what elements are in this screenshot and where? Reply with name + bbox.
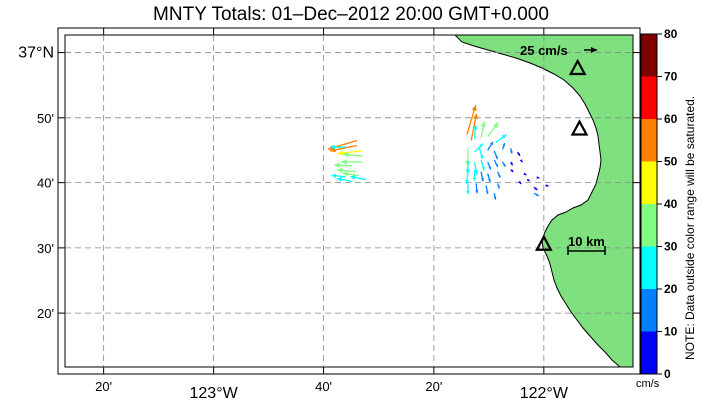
- y-tick-label: 37°N: [18, 45, 54, 62]
- colorbar-tick-label: 70: [664, 70, 678, 84]
- current-vector: [334, 162, 353, 168]
- current-vector: [466, 104, 477, 135]
- scale-bar-label: 10 km: [568, 234, 605, 249]
- current-vector: [493, 150, 499, 160]
- x-tick-label: 122°W: [520, 385, 569, 402]
- chart-title: MNTY Totals: 01–Dec–2012 20:00 GMT+0.000: [153, 4, 549, 25]
- y-tick-label: 50': [37, 111, 54, 126]
- colorbar-gradient: [640, 33, 658, 375]
- current-vector: [516, 151, 521, 157]
- x-tick-label: 40': [315, 379, 332, 394]
- current-vector: [487, 122, 499, 137]
- current-vector: [465, 171, 469, 184]
- current-vector: [501, 142, 506, 150]
- current-vector: [533, 186, 538, 191]
- current-vector: [502, 161, 507, 167]
- current-vector: [475, 183, 479, 194]
- current-vector: [341, 159, 363, 165]
- current-vector: [496, 183, 500, 189]
- current-vector: [519, 159, 523, 163]
- current-vector: [487, 141, 494, 151]
- current-vector: [523, 172, 527, 176]
- x-tick-label: 123°W: [190, 385, 239, 402]
- current-vector: [510, 148, 513, 154]
- current-vector: [478, 148, 484, 159]
- current-vector: [493, 193, 497, 200]
- current-vector: [330, 144, 346, 150]
- colorbar-tick-label: 60: [664, 112, 678, 126]
- current-vector: [493, 159, 499, 168]
- current-vectors: [327, 104, 549, 200]
- colorbar: 0 10 20 30 40 50 60 70 80 cm/s NOTE: Data outsid…: [636, 27, 697, 390]
- scale-bar: 10 km: [567, 234, 606, 255]
- scale-arrow-label: 25 cm/s: [520, 43, 568, 58]
- x-tick-label: 20': [95, 379, 112, 394]
- scale-arrow: 25 cm/s: [520, 43, 597, 58]
- current-vector: [545, 184, 549, 187]
- current-vector: [480, 171, 484, 182]
- y-tick-label: 40': [37, 176, 54, 191]
- current-vector: [336, 176, 353, 183]
- current-vector: [536, 176, 540, 179]
- y-axis-ticks: 37°N 50' 40' 30' 20': [18, 45, 640, 321]
- colorbar-tick-label: 20: [664, 282, 678, 296]
- current-vector: [466, 183, 470, 195]
- current-vector: [473, 161, 479, 176]
- current-vector: [472, 169, 477, 181]
- colorbar-ticks: 0 10 20 30 40 50 60 70 80: [657, 27, 678, 381]
- current-vector: [495, 133, 507, 143]
- current-vector: [342, 171, 360, 177]
- colorbar-unit: cm/s: [636, 378, 660, 390]
- current-vector: [497, 171, 501, 179]
- radar-site-marker: [534, 234, 553, 251]
- current-vector: [337, 150, 363, 156]
- colorbar-note: NOTE: Data outside color range will be s…: [683, 96, 697, 360]
- x-tick-label: 20': [425, 379, 442, 394]
- current-vector: [474, 143, 484, 153]
- current-vector: [510, 161, 514, 166]
- radar-site-marker: [570, 119, 589, 136]
- current-vector: [331, 173, 346, 178]
- current-vector: [480, 159, 485, 171]
- current-vector: [342, 152, 363, 158]
- current-vector: [518, 181, 522, 185]
- land-mass: [454, 35, 633, 367]
- current-vector: [470, 113, 479, 141]
- current-vector: [533, 192, 540, 197]
- colorbar-tick-label: 10: [664, 325, 678, 339]
- colorbar-tick-label: 0: [664, 367, 671, 381]
- current-vector: [350, 175, 366, 181]
- current-vector: [510, 169, 514, 173]
- current-vector: [526, 178, 530, 182]
- colorbar-tick-label: 40: [664, 197, 678, 211]
- current-vector: [485, 185, 489, 195]
- radar-sites: [534, 58, 589, 251]
- current-vector: [465, 159, 470, 174]
- current-vector: [336, 167, 356, 173]
- y-tick-label: 20': [37, 306, 54, 321]
- x-axis-ticks: 20' 123°W 40' 20' 122°W: [95, 28, 569, 402]
- colorbar-tick-label: 50: [664, 155, 678, 169]
- current-vector: [487, 161, 492, 170]
- current-vector: [473, 124, 478, 139]
- colorbar-tick-label: 80: [664, 27, 678, 41]
- current-vector: [480, 121, 486, 138]
- radar-site-marker: [568, 58, 587, 76]
- y-tick-label: 30': [37, 241, 54, 256]
- colorbar-tick-label: 30: [664, 240, 678, 254]
- current-vector: [487, 173, 491, 183]
- map-frame-inner: [64, 34, 634, 368]
